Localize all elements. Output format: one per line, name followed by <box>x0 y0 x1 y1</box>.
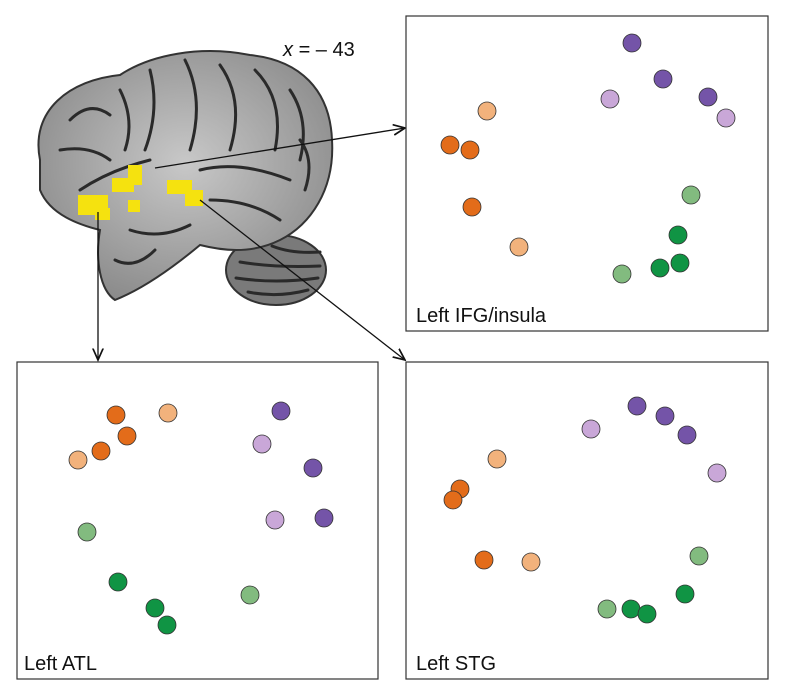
coordinate-label: x = – 43 <box>282 39 355 61</box>
brain-image <box>37 50 334 306</box>
panel-label: Left IFG/insula <box>416 305 547 327</box>
panel: Left IFG/insula <box>405 15 769 332</box>
panel-label: Left ATL <box>24 653 97 675</box>
panel: Left STG <box>405 361 769 680</box>
activation-clusters <box>78 165 203 220</box>
arrow <box>199 199 405 360</box>
panel: Left ATL <box>16 361 379 680</box>
panel-label: Left STG <box>416 653 496 675</box>
arrow <box>154 128 405 169</box>
